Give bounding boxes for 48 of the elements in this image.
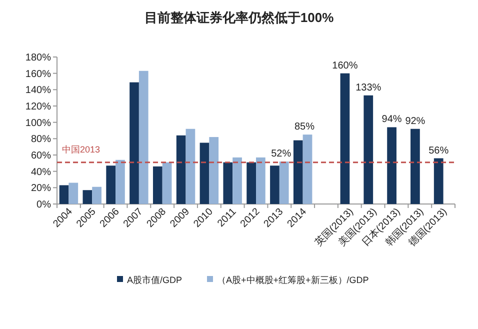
data-label: 160% <box>332 60 358 72</box>
data-label: 94% <box>382 114 402 126</box>
y-tick-label: 100% <box>25 118 52 129</box>
bar <box>293 140 303 204</box>
bar <box>232 157 242 204</box>
bar <box>279 162 289 204</box>
bar <box>223 162 233 204</box>
bar <box>434 158 444 204</box>
bar <box>200 142 210 204</box>
bar <box>209 137 219 204</box>
bar <box>106 166 116 204</box>
bar <box>364 95 374 204</box>
y-tick-label: 140% <box>25 85 52 96</box>
bar <box>387 127 396 204</box>
data-label: 52% <box>271 148 292 160</box>
bar <box>270 166 280 204</box>
bar <box>302 134 312 204</box>
ref-line-label: 中国2013 <box>62 144 100 154</box>
bar <box>116 160 125 204</box>
bar <box>246 162 256 204</box>
y-tick-label: 160% <box>25 68 52 80</box>
bar <box>256 157 266 204</box>
bar <box>176 135 186 204</box>
data-label: 85% <box>294 122 315 133</box>
y-tick-label: 60% <box>30 150 52 162</box>
bar <box>130 82 139 204</box>
bar <box>92 186 102 204</box>
legend-label: （A股+中概股+红筹股+新三板）/GDP <box>217 275 369 285</box>
chart-title: 目前整体证券化率仍然低于100% <box>144 10 334 25</box>
y-tick-label: 40% <box>30 166 52 178</box>
bar <box>340 73 350 204</box>
bar <box>138 70 148 204</box>
y-tick-label: 180% <box>25 52 52 64</box>
y-tick-label: 0% <box>36 200 52 210</box>
bar <box>82 190 92 204</box>
bar <box>410 128 420 204</box>
bar <box>68 182 78 204</box>
bar <box>152 166 162 204</box>
bar <box>186 128 196 204</box>
y-tick-label: 20% <box>30 183 52 194</box>
data-label: 56% <box>428 145 449 156</box>
y-tick-label: 80% <box>30 134 52 146</box>
data-label: 92% <box>405 116 426 127</box>
bar <box>59 185 69 204</box>
data-label: 133% <box>356 82 382 94</box>
legend-label: A股市值/GDP <box>127 275 182 285</box>
bar <box>162 162 172 204</box>
y-tick-label: 120% <box>25 102 52 112</box>
